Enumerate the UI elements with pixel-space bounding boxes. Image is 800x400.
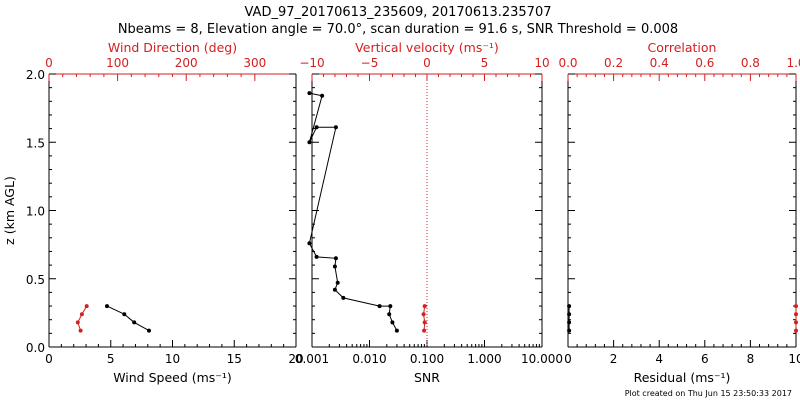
snr-series-0-point bbox=[390, 320, 395, 325]
snr-series-0-point bbox=[341, 295, 346, 300]
residual-top-tick-label: 0.4 bbox=[650, 56, 669, 70]
snr-series-1-point bbox=[422, 304, 427, 309]
residual-top-tick-label: 0.8 bbox=[741, 56, 760, 70]
residual-series-0-point bbox=[567, 320, 572, 325]
snr-series-0-point bbox=[388, 304, 393, 309]
snr-top-tick-label: 10 bbox=[534, 56, 549, 70]
wind-top-tick-label: 100 bbox=[106, 56, 129, 70]
wind-series-0-point bbox=[122, 312, 127, 317]
wind-x-tick-label: 10 bbox=[165, 352, 180, 366]
wind-x-tick-label: 0 bbox=[45, 352, 53, 366]
figure-title: VAD_97_20170613_235609, 20170613.235707 bbox=[245, 5, 552, 20]
wind-x-tick-label: 15 bbox=[227, 352, 242, 366]
residual-x-tick-label: 10 bbox=[788, 352, 800, 366]
residual-bottom-axis-label: Residual (ms⁻¹) bbox=[634, 370, 731, 385]
snr-x-tick-label: 0.001 bbox=[295, 352, 329, 366]
snr-x-tick-label: 0.100 bbox=[410, 352, 444, 366]
snr-top-axis-label: Vertical velocity (ms⁻¹) bbox=[355, 40, 499, 55]
wind-series-0-line bbox=[106, 305, 150, 332]
residual-top-tick-label: 0.0 bbox=[558, 56, 577, 70]
snr-series-0-point bbox=[333, 125, 338, 130]
snr-series-1-point bbox=[421, 312, 426, 317]
snr-top-tick-label: −10 bbox=[299, 56, 324, 70]
wind-series-1-point bbox=[79, 312, 84, 317]
snr-series-0-point bbox=[307, 140, 312, 145]
snr-series-0-point bbox=[332, 287, 337, 292]
residual-x-tick-label: 8 bbox=[747, 352, 755, 366]
residual-series-1-point bbox=[794, 320, 798, 325]
wind-top-tick-label: 300 bbox=[243, 56, 266, 70]
snr-top-tick-label: −5 bbox=[361, 56, 379, 70]
snr-series-1-point bbox=[422, 320, 427, 325]
wind-series-1-line bbox=[77, 305, 88, 331]
snr-series-0-point bbox=[307, 241, 312, 246]
snr-top-tick-label: 5 bbox=[481, 56, 489, 70]
snr-x-tick-label: 1.000 bbox=[467, 352, 501, 366]
y-axis-label: z (km AGL) bbox=[2, 176, 17, 245]
wind-x-tick-label: 5 bbox=[107, 352, 115, 366]
snr-series-0-point bbox=[307, 91, 312, 96]
snr-series-0-point bbox=[333, 256, 338, 261]
plot-created-note: Plot created on Thu Jun 15 23:50:33 2017 bbox=[625, 389, 792, 398]
y-tick-label: 1.0 bbox=[26, 205, 45, 219]
snr-series-0-point bbox=[387, 312, 392, 317]
wind-series-0-point bbox=[105, 304, 109, 309]
residual-top-axis-label: Correlation bbox=[648, 40, 717, 55]
snr-series-0-point bbox=[314, 125, 319, 130]
residual-x-tick-label: 4 bbox=[655, 352, 663, 366]
residual-x-tick-label: 2 bbox=[610, 352, 618, 366]
snr-series-0-point bbox=[335, 280, 340, 285]
snr-series-0-point bbox=[332, 264, 337, 269]
residual-series-0-point bbox=[567, 312, 572, 317]
y-tick-label: 1.5 bbox=[26, 136, 45, 150]
snr-series-0-point bbox=[314, 254, 319, 259]
snr-series-1-point bbox=[422, 328, 427, 333]
residual-top-tick-label: 1.0 bbox=[786, 56, 800, 70]
snr-series-0-point bbox=[320, 93, 325, 98]
wind-series-0-point bbox=[132, 320, 137, 325]
snr-series-0-line bbox=[308, 92, 398, 331]
wind-top-tick-label: 200 bbox=[175, 56, 198, 70]
wind-series-1-point bbox=[84, 304, 89, 309]
wind-bottom-axis-label: Wind Speed (ms⁻¹) bbox=[113, 370, 232, 385]
wind-series-1-point bbox=[75, 320, 80, 325]
snr-series-0-point bbox=[394, 328, 399, 333]
residual-series-1-point bbox=[794, 328, 798, 333]
residual-top-tick-label: 0.6 bbox=[695, 56, 714, 70]
residual-x-tick-label: 6 bbox=[701, 352, 709, 366]
y-tick-label: 0.0 bbox=[26, 341, 45, 355]
wind-series-0-point bbox=[147, 328, 151, 333]
snr-series-0-point bbox=[377, 304, 382, 309]
residual-x-tick-label: 0 bbox=[564, 352, 572, 366]
wind-series-1-point bbox=[78, 328, 83, 333]
residual-series-1-point bbox=[794, 312, 798, 317]
wind-x-tick-label: 20 bbox=[288, 352, 303, 366]
snr-x-tick-label: 0.010 bbox=[352, 352, 386, 366]
wind-top-axis-label: Wind Direction (deg) bbox=[108, 40, 237, 55]
y-tick-label: 2.0 bbox=[26, 68, 45, 82]
residual-series-1-point bbox=[794, 304, 798, 309]
wind-top-tick-label: 0 bbox=[45, 56, 53, 70]
y-tick-label: 0.5 bbox=[26, 273, 45, 287]
residual-series-0-point bbox=[567, 328, 572, 333]
residual-series-0-point bbox=[567, 304, 572, 309]
snr-x-tick-label: 10.000 bbox=[521, 352, 563, 366]
figure-subtitle: Nbeams = 8, Elevation angle = 70.0°, sca… bbox=[118, 22, 678, 37]
snr-top-tick-label: 0 bbox=[423, 56, 431, 70]
snr-series-1-line bbox=[423, 306, 426, 331]
snr-bottom-axis-label: SNR bbox=[414, 370, 440, 385]
residual-top-tick-label: 0.2 bbox=[604, 56, 623, 70]
